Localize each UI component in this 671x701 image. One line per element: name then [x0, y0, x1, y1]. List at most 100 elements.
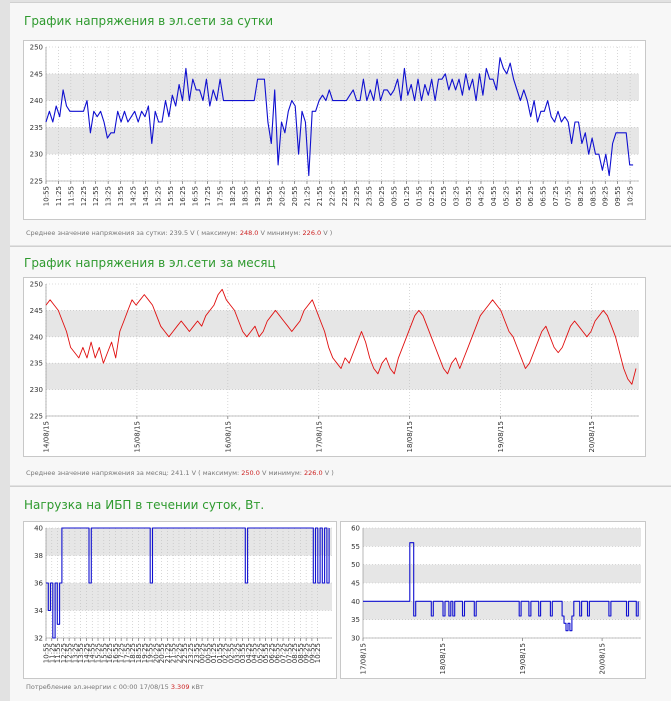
x-tick-label: 10:55: [43, 186, 51, 206]
x-tick-label: 03:55: [465, 186, 473, 206]
x-tick-label: 15/08/15: [133, 421, 141, 452]
x-tick-label: 13:25: [71, 643, 79, 663]
x-tick-label: 10:25: [627, 186, 635, 206]
x-tick-label: 19:25: [254, 186, 262, 206]
daily-voltage-stats: Среднее значение напряжения за сутки: 23…: [26, 229, 332, 237]
x-tick-label: 18:25: [129, 643, 137, 663]
series-line: [45, 288, 637, 385]
daily-voltage-title: График напряжения в эл.сети за сутки: [24, 14, 273, 28]
x-tick-label: 05:25: [256, 643, 264, 663]
x-tick-label: 16/08/15: [224, 421, 232, 452]
x-tick-label: 15:55: [100, 643, 108, 663]
x-tick-label: 17/08/15: [315, 421, 323, 452]
x-tick-label: 11:25: [55, 186, 63, 206]
x-tick-label: 09:55: [614, 186, 622, 206]
y-tick-label: 235: [30, 360, 43, 368]
x-tick-label: 17:55: [123, 643, 131, 663]
stats-mid: V минимум:: [261, 469, 302, 477]
y-tick-label: 40: [351, 598, 360, 606]
x-tick-label: 19/08/15: [519, 643, 527, 674]
ups-load-daily-chart: 32 34 36 38 40 10:55 11:25 11:55 12:25 12:55 13:25…: [23, 521, 337, 679]
y-tick-label: 55: [351, 543, 360, 551]
x-tick-label: 18:55: [135, 643, 143, 663]
x-tick-label: 22:25: [328, 186, 336, 206]
x-tick-label: 10:55: [43, 643, 51, 663]
y-tick-label: 230: [30, 151, 43, 159]
x-tick-label: 19/08/15: [497, 421, 505, 452]
x-tick-label: 08:25: [291, 643, 299, 663]
series-line: [46, 527, 330, 639]
x-tick-label: 21:25: [164, 643, 172, 663]
ups-energy-stats: Потребление эл.энергии с 00:00 17/08/15 …: [26, 683, 204, 691]
x-tick-label: 09:25: [303, 643, 311, 663]
x-tick-label: 16:55: [192, 186, 200, 206]
x-tick-label: 14:25: [129, 186, 137, 206]
x-tick-label: 01:55: [415, 186, 423, 206]
y-tick-label: 240: [30, 333, 43, 341]
x-tick-label: 21:55: [170, 643, 178, 663]
x-tick-label: 04:25: [245, 643, 253, 663]
x-tick-label: 15:25: [154, 186, 162, 206]
stats-prefix: Среднее значение напряжения за сутки: 23…: [26, 229, 238, 237]
x-tick-label: 23:25: [353, 186, 361, 206]
x-tick-label: 18/08/15: [439, 643, 447, 674]
x-tick-label: 21:55: [316, 186, 324, 206]
y-tick-label: 240: [30, 97, 43, 105]
x-tick-label: 06:25: [527, 186, 535, 206]
ups-load-monthly-chart: 30 35 40 45 50 55 60 17/08/15 18/08/15 19/08/15 20…: [340, 521, 646, 679]
x-tick-label: 13:25: [105, 186, 113, 206]
x-tick-label: 14:55: [89, 643, 97, 663]
y-tick-label: 245: [30, 70, 43, 78]
x-tick-label: 02:25: [222, 643, 230, 663]
y-tick-label: 30: [351, 635, 360, 643]
y-tick-label: 245: [30, 307, 43, 315]
x-tick-label: 09:55: [308, 643, 316, 663]
series-line: [363, 542, 639, 632]
x-tick-label: 16:25: [106, 643, 114, 663]
x-tick-label: 22:55: [181, 643, 189, 663]
x-tick-label: 00:55: [204, 643, 212, 663]
x-tick-label: 01:55: [216, 643, 224, 663]
grid-band: [363, 564, 641, 583]
x-tick-label: 02:25: [428, 186, 436, 206]
x-tick-label: 23:55: [366, 186, 374, 206]
x-tick-label: 18/08/15: [406, 421, 414, 452]
x-tick-label: 15:25: [95, 643, 103, 663]
stats-energy-value: 3.309: [170, 683, 190, 691]
series-line: [45, 57, 634, 177]
grid-band: [46, 528, 332, 556]
x-tick-label: 17:25: [204, 186, 212, 206]
x-tick-label: 07:55: [564, 186, 572, 206]
stats-prefix: Потребление эл.энергии с 00:00 17/08/15: [26, 683, 169, 691]
x-tick-label: 13:55: [117, 186, 125, 206]
x-tick-label: 06:55: [540, 186, 548, 206]
x-tick-label: 14:55: [142, 186, 150, 206]
grid-band: [46, 127, 639, 155]
x-tick-label: 17:25: [118, 643, 126, 663]
grid-band: [46, 73, 639, 101]
x-tick-label: 03:25: [453, 186, 461, 206]
stats-prefix: Среднее значение напряжения за месяц: 24…: [26, 469, 240, 477]
x-tick-label: 21:25: [303, 186, 311, 206]
x-tick-label: 08:25: [577, 186, 585, 206]
x-tick-label: 08:55: [297, 643, 305, 663]
x-tick-label: 01:25: [210, 643, 218, 663]
x-tick-label: 18:25: [229, 186, 237, 206]
stats-max: 248.0: [239, 229, 259, 237]
x-tick-label: 03:55: [239, 643, 247, 663]
monthly-voltage-title: График напряжения в эл.сети за месяц: [24, 256, 276, 270]
x-tick-label: 15:55: [167, 186, 175, 206]
x-tick-label: 04:25: [477, 186, 485, 206]
x-tick-label: 23:25: [187, 643, 195, 663]
x-tick-label: 19:25: [141, 643, 149, 663]
y-tick-label: 50: [351, 561, 360, 569]
x-tick-label: 17/08/15: [360, 643, 368, 674]
daily-voltage-panel: График напряжения в эл.сети за сутки 225…: [10, 2, 671, 245]
y-tick-label: 45: [351, 580, 360, 588]
x-tick-label: 12:25: [60, 643, 68, 663]
x-tick-label: 12:25: [80, 186, 88, 206]
x-tick-label: 00:55: [390, 186, 398, 206]
y-tick-label: 32: [34, 635, 43, 643]
x-tick-label: 14/08/15: [43, 421, 51, 452]
y-tick-label: 225: [30, 413, 43, 421]
